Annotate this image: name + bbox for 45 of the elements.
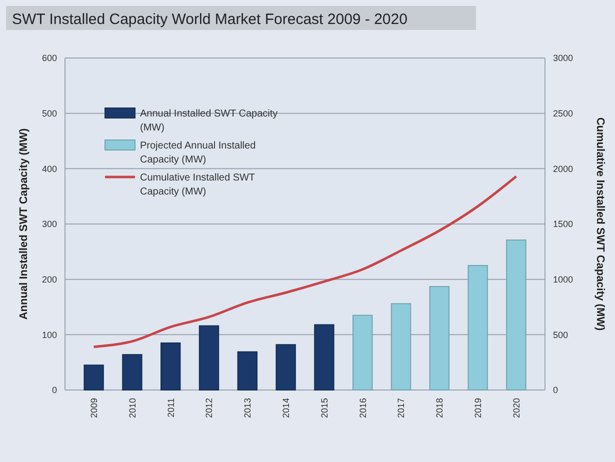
bar xyxy=(352,314,373,390)
bar xyxy=(160,342,181,390)
x-tick-label: 2019 xyxy=(472,398,483,418)
legend-label: Cumulative Installed SWT Capacity (MW) xyxy=(140,172,256,198)
y-tick-label: 600 xyxy=(42,53,57,64)
x-tick-label: 2013 xyxy=(242,398,253,418)
x-tick-label: 2014 xyxy=(280,398,291,418)
x-tick-label: 2011 xyxy=(166,398,176,418)
bar xyxy=(276,344,296,390)
bar xyxy=(314,324,334,390)
chart-title: SWT Installed Capacity World Market Forecast 2009 - 2020 xyxy=(12,11,408,28)
y2-tick-label: 2500 xyxy=(553,108,574,118)
legend-label: Projected Annual Installed Capacity (MW) xyxy=(140,140,256,166)
y-tick-label: 100 xyxy=(42,330,57,340)
x-tick-label: 2010 xyxy=(127,398,138,418)
y2-tick-label: 1500 xyxy=(553,219,574,230)
y-tick-label: 0 xyxy=(52,385,57,396)
x-tick-label: 2016 xyxy=(358,398,368,418)
x-tick-label: 2012 xyxy=(204,398,214,418)
y2-tick-label: 2000 xyxy=(553,164,574,174)
y2-tick-label: 500 xyxy=(553,330,568,340)
y-tick-label: 200 xyxy=(42,274,57,284)
y2-tick-label: 1000 xyxy=(553,274,574,284)
y2-axis-title: Cumulative Installed SWT Capacity (MW) xyxy=(594,117,606,331)
bar xyxy=(122,354,142,390)
x-tick-label: 2020 xyxy=(511,398,522,418)
bar xyxy=(429,286,450,390)
bar xyxy=(390,303,412,390)
x-tick-label: 2015 xyxy=(319,398,330,418)
bar xyxy=(468,265,488,390)
legend-label: Annual Installed SWT Capacity (MW) xyxy=(140,108,278,134)
line-series xyxy=(92,175,518,348)
y-axis-title: Annual Installed SWT Capacity (MW) xyxy=(18,128,30,320)
x-tick-label: 2017 xyxy=(396,398,406,418)
bar xyxy=(237,351,258,390)
x-tick-label: 2018 xyxy=(434,398,445,418)
y2-tick-label: 0 xyxy=(553,385,558,396)
bar xyxy=(506,240,526,390)
x-tick-label: 2009 xyxy=(88,398,99,418)
bar xyxy=(198,325,220,390)
bar xyxy=(84,364,104,390)
y-tick-label: 500 xyxy=(42,108,57,118)
y-tick-label: 400 xyxy=(42,164,57,174)
y2-tick-label: 3000 xyxy=(553,53,574,64)
y-tick-label: 300 xyxy=(42,219,57,230)
